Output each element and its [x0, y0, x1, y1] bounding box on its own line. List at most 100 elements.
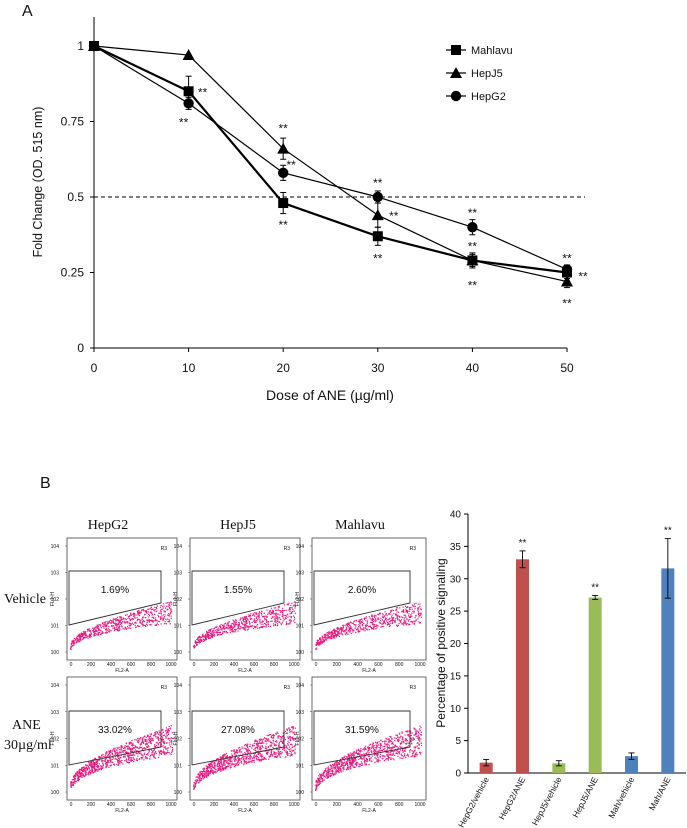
flow-y-axis-label: FL1-H [173, 731, 179, 745]
flow-dot [341, 764, 343, 767]
flow-dot [117, 630, 119, 632]
flow-dot [198, 642, 200, 644]
flow-dot [105, 760, 107, 762]
flow-dot [156, 732, 159, 734]
flow-dot [270, 734, 272, 736]
flow-dot [212, 633, 214, 636]
flow-dot [324, 635, 326, 637]
flow-dot [390, 757, 392, 759]
flow-dot [289, 610, 291, 612]
flow-dot [294, 605, 296, 607]
flow-dot [79, 776, 81, 778]
flow-dot [397, 755, 399, 757]
flow-dot [226, 624, 228, 626]
flow-dot [114, 753, 116, 755]
flow-dot [210, 635, 212, 637]
flow-dot [405, 739, 407, 741]
flow-dot [348, 760, 351, 762]
flow-dot [211, 766, 213, 768]
flow-dot [334, 762, 336, 764]
flow-dot [79, 769, 81, 771]
flow-dot [316, 641, 318, 643]
flow-dot [392, 757, 394, 759]
flow-dot [152, 735, 155, 737]
flow-dot [89, 765, 91, 767]
flow-dot [74, 642, 76, 644]
flow-dot [161, 739, 163, 741]
flow-dot [319, 637, 321, 639]
line-point-hepg2 [183, 98, 194, 109]
flow-dot [253, 759, 255, 761]
flow-dot [260, 759, 262, 761]
flow-dot [208, 763, 210, 765]
flow-dot [352, 631, 354, 633]
flow-dot [335, 634, 337, 636]
flow-dot [200, 640, 202, 642]
flow-dot [276, 617, 278, 620]
flow-dot [399, 751, 401, 753]
flow-dot [207, 774, 209, 777]
flow-dot [278, 616, 280, 619]
flow-dot [394, 754, 396, 756]
flow-dot [338, 772, 340, 774]
flow-dot [400, 619, 403, 621]
flow-dot [89, 636, 91, 638]
flow-dot [328, 637, 330, 639]
flow-dot [222, 756, 224, 758]
flow-dot [287, 740, 289, 742]
flow-dot [390, 611, 392, 613]
flow-dot [102, 767, 104, 769]
flow-dot [374, 750, 377, 752]
flow-dot [345, 623, 347, 626]
flow-dot [249, 625, 251, 627]
flow-dot [388, 755, 390, 757]
flow-dot [321, 774, 323, 776]
flow-dot [194, 779, 196, 781]
flow-dot [397, 738, 399, 740]
flow-dot [287, 623, 289, 625]
flow-dot [397, 740, 400, 743]
flow-dot [193, 784, 195, 786]
flow-dot [220, 760, 222, 762]
flow-dot [164, 752, 166, 754]
flow-dot [216, 634, 218, 636]
flow-dot [145, 617, 147, 619]
flow-dot [117, 747, 119, 749]
flow-dot [135, 622, 137, 624]
flow-dot [317, 779, 319, 781]
flow-dot [165, 727, 167, 729]
flow-dot [221, 629, 223, 631]
flow-dot [408, 607, 410, 609]
flow-dot [219, 763, 221, 765]
flow-dot [270, 737, 272, 739]
flow-dot-cloud [315, 602, 423, 651]
flow-dot [146, 757, 148, 759]
flow-dot [321, 775, 323, 777]
flow-dot [323, 641, 325, 643]
flow-dot [410, 749, 412, 751]
flow-dot [97, 766, 99, 768]
flow-dot [269, 740, 271, 742]
flow-dot [91, 770, 93, 773]
flow-dot [246, 756, 248, 758]
flow-dot [278, 748, 280, 751]
flow-dot [145, 610, 148, 613]
flow-dot [413, 738, 415, 740]
flow-dot [278, 750, 280, 753]
flow-dot [237, 626, 239, 628]
flow-dot [413, 727, 415, 729]
flow-dot [415, 619, 417, 621]
flow-dot [376, 759, 378, 761]
flow-dot [130, 627, 132, 629]
flow-x-tick-label: 600 [250, 802, 259, 808]
flow-dot [407, 606, 409, 608]
flow-dot [120, 751, 122, 753]
flow-dot [233, 620, 235, 622]
flow-dot [256, 759, 258, 761]
flow-dot [120, 625, 122, 627]
flow-dot [207, 767, 209, 769]
flow-dot [420, 742, 422, 744]
flow-dot [75, 780, 77, 783]
flow-dot [352, 762, 354, 764]
flow-dot [215, 772, 217, 774]
